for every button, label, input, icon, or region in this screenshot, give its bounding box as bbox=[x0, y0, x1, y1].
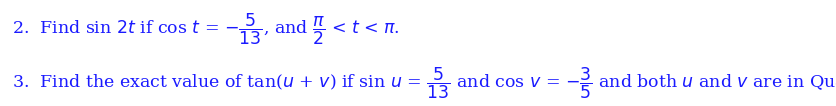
Text: 2.  Find sin $2t$ if cos $t$ = $-\dfrac{5}{13}$, and $\dfrac{\pi}{2}$ < $t$ < $\: 2. Find sin $2t$ if cos $t$ = $-\dfrac{5… bbox=[12, 12, 399, 47]
Text: 3.  Find the exact value of tan($u$ + $v$) if sin $u$ = $\dfrac{5}{13}$ and cos : 3. Find the exact value of tan($u$ + $v$… bbox=[12, 66, 836, 101]
